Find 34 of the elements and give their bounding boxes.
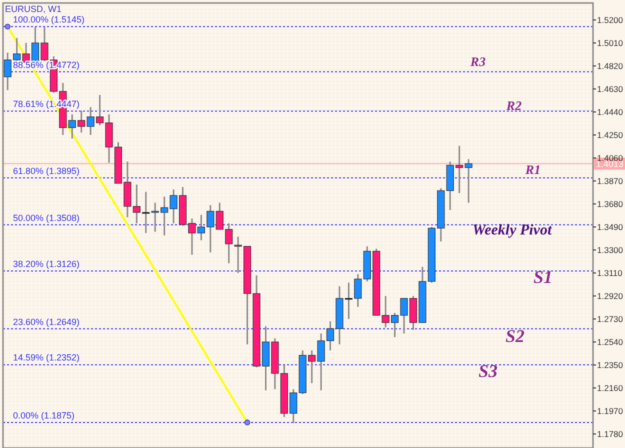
y-tick-label: 1.4250 [597,130,624,140]
chart-title: EURUSD, W1 [5,4,62,14]
ref-line-label: 61.80% (1.3895) [13,166,80,176]
y-tick-label: 1.2540 [597,336,624,347]
y-tick-label: 1.3490 [597,222,624,232]
y-tick-label: 1.3680 [597,198,624,209]
y-tick-label: 1.2160 [597,382,624,393]
y-tick-label: 1.1780 [597,428,624,439]
y-tick-label: 1.3300 [597,244,624,255]
y-tick-label: 1.4440 [597,106,624,117]
annotation: S3 [478,361,498,382]
ref-line-label: 38.20% (1.3126) [13,259,80,270]
y-tick-label: 1.1970 [597,406,624,416]
annotation: R2 [505,98,522,113]
y-tick-label: 1.2920 [597,290,624,301]
y-tick-label: 1.4820 [597,60,624,71]
y-tick-label: 1.2350 [597,360,624,370]
y-tick-label: 1.3870 [597,176,624,186]
y-tick-label: 1.4630 [597,84,624,94]
y-tick-label: 1.5200 [597,14,624,25]
annotation: R3 [469,54,486,69]
annotation: S1 [533,267,553,288]
annotation: S2 [505,326,525,346]
ref-line-label: 0.00% (1.1875) [13,410,75,420]
y-tick-label: 1.3110 [597,268,623,278]
annotation: Weekly Pivot [472,222,552,238]
y-tick-label: 1.2730 [597,314,624,324]
ref-line-label: 1.4013 [596,159,624,170]
ref-line-label: 100.00% (1.5145) [13,14,85,25]
y-tick-label: 1.5010 [597,38,624,48]
annotation: R1 [524,162,541,177]
ref-line-label: 50.00% (1.3508) [13,212,80,223]
ref-line-label: 23.60% (1.2649) [13,316,80,327]
ref-line-label: 14.59% (1.2352) [13,352,80,363]
